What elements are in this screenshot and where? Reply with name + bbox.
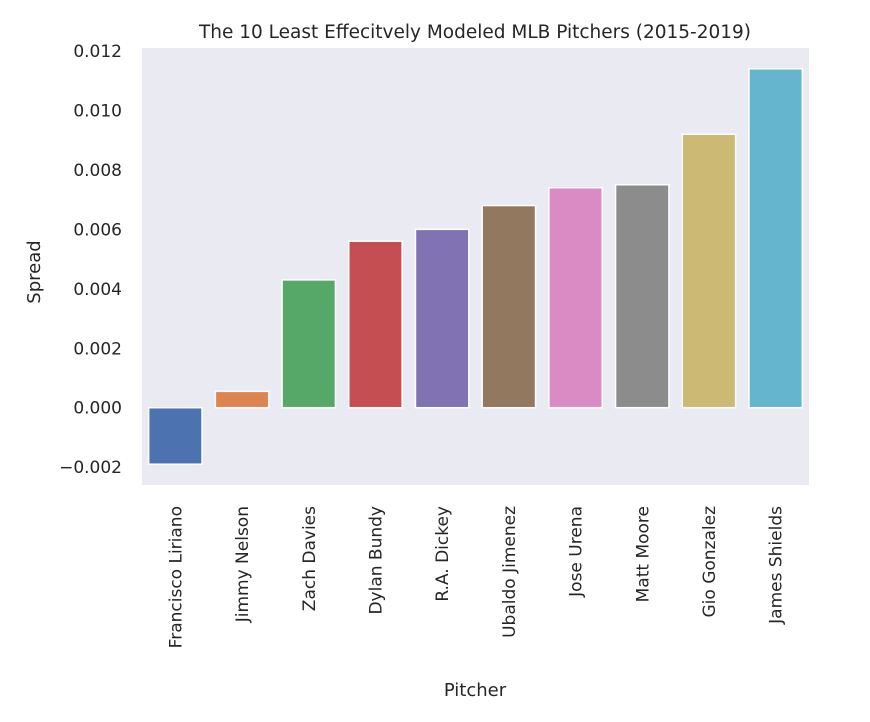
y-axis-ticks: 0.012 0.010 0.008 0.006 0.004 0.002 0.000 −0.00…	[59, 42, 122, 478]
bar	[214, 390, 270, 409]
x-tick-label: Zach Davies	[300, 506, 320, 611]
bar	[748, 68, 804, 409]
x-tick-label: Francisco Liriano	[166, 506, 186, 648]
y-tick-label: −0.002	[59, 458, 122, 478]
bar	[348, 240, 403, 409]
bar	[147, 406, 203, 465]
y-tick-label: 0.010	[73, 101, 122, 121]
bar	[548, 186, 603, 409]
x-axis-ticks: Francisco Liriano Jimmy Nelson Zach Davies…	[166, 506, 786, 648]
x-tick-label: Gio Gonzalez	[700, 506, 720, 618]
y-tick-label: 0.004	[73, 280, 122, 300]
bar	[614, 183, 670, 409]
bar	[281, 279, 337, 409]
y-tick-label: 0.012	[73, 42, 122, 62]
y-tick-label: 0.006	[73, 220, 122, 240]
y-tick-label: 0.002	[73, 339, 122, 359]
bar	[481, 204, 537, 409]
x-tick-label: James Shields	[767, 506, 787, 625]
y-tick-label: 0.000	[73, 399, 122, 419]
y-tick-label: 0.008	[73, 161, 122, 181]
x-tick-label: Matt Moore	[633, 506, 653, 602]
x-tick-label: Ubaldo Jimenez	[500, 506, 520, 638]
x-tick-label: Jose Urena	[567, 506, 587, 598]
bar	[414, 228, 470, 409]
x-tick-label: R.A. Dickey	[433, 506, 453, 602]
x-axis-label: Pitcher	[444, 680, 507, 701]
chart-title: The 10 Least Effecitvely Modeled MLB Pit…	[198, 22, 751, 43]
bars-layer	[147, 68, 804, 465]
x-tick-label: Jimmy Nelson	[233, 506, 253, 623]
y-axis-label: Spread	[24, 240, 45, 303]
bar	[681, 133, 737, 409]
x-tick-label: Dylan Bundy	[366, 506, 386, 615]
